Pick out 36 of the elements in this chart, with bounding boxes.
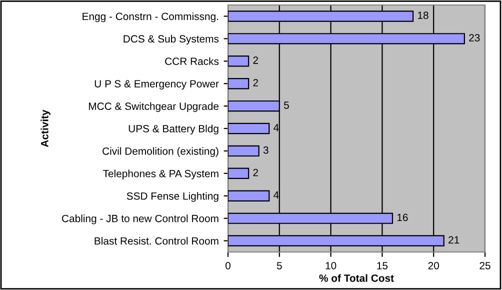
data-label: 2 [253, 168, 258, 176]
data-label: 2 [253, 79, 258, 86]
x-axis-title: % of Total Cost [319, 274, 394, 282]
x-tick-label: 15 [377, 262, 388, 270]
data-label: 2 [253, 56, 258, 64]
y-tick-label: MCC & Switchgear Upgrade [88, 102, 219, 112]
data-label: 4 [274, 124, 279, 132]
data-label: 4 [274, 191, 279, 199]
y-tick-label: Civil Demolition (existing) [102, 147, 218, 157]
bar [228, 145, 260, 157]
x-tick-label: 25 [480, 262, 490, 270]
y-tick-label: Telephones & PA System [103, 170, 218, 180]
data-label: 21 [448, 236, 460, 244]
y-tick-label: CCR Racks [165, 57, 219, 66]
y-tick-label: Blast Resist. Control Room [94, 237, 218, 245]
y-tick-label: SSD Fense Lighting [126, 192, 218, 202]
bar [228, 56, 250, 67]
data-label: 16 [397, 214, 408, 222]
bar [228, 122, 270, 134]
bar [228, 168, 250, 180]
y-axis-title: Activity [40, 110, 50, 148]
y-tick-label: UPS & Battery Bldg [128, 124, 218, 134]
bar [228, 190, 270, 202]
data-label: 18 [418, 12, 428, 20]
data-label: 5 [284, 102, 289, 109]
bar [228, 78, 250, 90]
y-tick-label: DCS & Sub Systems [124, 34, 219, 45]
x-tick-label: 0 [226, 262, 230, 270]
x-tick-label: 20 [428, 262, 439, 270]
data-label: 3 [263, 146, 268, 154]
data-label: 23 [469, 34, 480, 42]
y-tick-label: Cabling - JB to new Control Room [62, 214, 218, 224]
x-tick-label: 5 [276, 262, 282, 270]
y-tick-label: Engg - Constrn - Commissng. [82, 12, 218, 22]
x-tick-label: 10 [326, 262, 336, 270]
y-tick-label: U P S & Emergency Power [94, 80, 219, 90]
